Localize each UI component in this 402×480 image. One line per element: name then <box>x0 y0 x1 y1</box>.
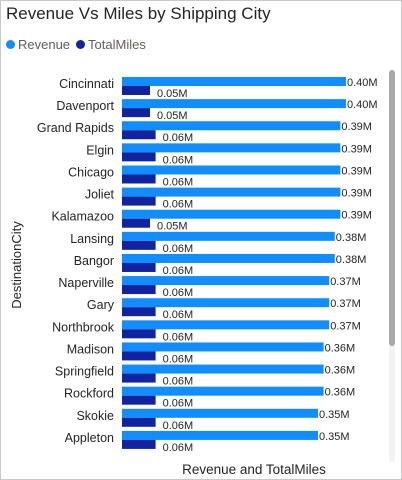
revenue-bar <box>122 276 330 286</box>
totalmiles-data-label: 0.06M <box>163 442 194 454</box>
totalmiles-bar <box>122 395 156 405</box>
category-label: Northbrook <box>52 320 115 334</box>
revenue-bar <box>122 187 341 197</box>
revenue-bar <box>122 99 346 109</box>
revenue-bar <box>122 320 330 330</box>
revenue-bar <box>122 364 324 374</box>
category-label: Joliet <box>85 188 115 202</box>
totalmiles-data-label: 0.06M <box>163 376 194 388</box>
totalmiles-bar <box>122 196 156 206</box>
category-label: Rockford <box>64 387 114 401</box>
totalmiles-bar <box>122 108 150 118</box>
revenue-bar <box>122 298 330 308</box>
revenue-data-label: 0.40M <box>347 99 378 111</box>
totalmiles-data-label: 0.06M <box>163 420 194 432</box>
totalmiles-bar <box>122 130 156 140</box>
revenue-data-label: 0.35M <box>319 431 350 443</box>
category-label: Skokie <box>76 409 114 423</box>
totalmiles-data-label: 0.05M <box>157 110 188 122</box>
legend-item-totalmiles[interactable]: TotalMiles <box>76 37 146 52</box>
revenue-data-label: 0.39M <box>341 188 372 200</box>
totalmiles-bar <box>122 240 156 250</box>
totalmiles-bar <box>122 439 156 449</box>
revenue-bar <box>122 253 335 263</box>
legend-item-revenue[interactable]: Revenue <box>6 37 70 52</box>
revenue-data-label: 0.36M <box>325 342 356 354</box>
revenue-data-label: 0.40M <box>347 77 378 89</box>
revenue-data-label: 0.36M <box>325 387 356 399</box>
category-label: Lansing <box>70 232 114 246</box>
category-label: Springfield <box>55 365 114 379</box>
revenue-bar <box>122 143 341 153</box>
revenue-data-label: 0.38M <box>336 254 367 266</box>
totalmiles-data-label: 0.06M <box>163 398 194 410</box>
totalmiles-bar <box>122 351 156 361</box>
totalmiles-data-label: 0.05M <box>157 88 188 100</box>
revenue-data-label: 0.39M <box>341 165 372 177</box>
revenue-bar <box>122 430 318 440</box>
revenue-data-label: 0.37M <box>330 320 361 332</box>
x-axis-title: Revenue and TotalMiles <box>182 462 326 477</box>
totalmiles-bar <box>122 373 156 383</box>
category-label: Bangor <box>74 254 114 268</box>
totalmiles-data-label: 0.06M <box>163 331 194 343</box>
revenue-bar <box>122 77 346 86</box>
revenue-bar <box>122 209 341 219</box>
totalmiles-bar <box>122 174 156 184</box>
revenue-bar <box>122 386 324 396</box>
legend-revenue-dot-icon <box>6 40 15 49</box>
revenue-bar <box>122 231 335 241</box>
revenue-data-label: 0.35M <box>319 409 350 421</box>
totalmiles-data-label: 0.06M <box>163 353 194 365</box>
revenue-data-label: 0.37M <box>330 298 361 310</box>
revenue-data-label: 0.39M <box>341 121 372 133</box>
revenue-data-label: 0.37M <box>330 276 361 288</box>
category-label: Gary <box>87 298 115 312</box>
legend-totalmiles-dot-icon <box>76 40 86 49</box>
totalmiles-bar <box>122 329 156 339</box>
totalmiles-data-label: 0.06M <box>163 243 194 255</box>
totalmiles-data-label: 0.06M <box>163 309 194 321</box>
category-label: Grand Rapids <box>37 121 114 135</box>
revenue-data-label: 0.39M <box>341 210 372 222</box>
totalmiles-data-label: 0.06M <box>163 287 194 299</box>
revenue-data-label: 0.39M <box>341 143 372 155</box>
category-label: Chicago <box>68 165 114 179</box>
totalmiles-data-label: 0.06M <box>163 199 194 211</box>
chart-scrollbar-thumb[interactable] <box>389 70 395 346</box>
revenue-bar <box>122 165 341 175</box>
totalmiles-data-label: 0.06M <box>163 265 194 277</box>
totalmiles-data-label: 0.06M <box>163 154 194 166</box>
chart-title: Revenue Vs Miles by Shipping City <box>6 4 271 23</box>
category-label: Elgin <box>86 143 114 157</box>
revenue-bar <box>122 342 324 352</box>
totalmiles-bar <box>122 152 156 162</box>
category-label: Kalamazoo <box>51 210 114 224</box>
revenue-data-label: 0.36M <box>325 365 356 377</box>
category-label: Appleton <box>65 431 114 445</box>
totalmiles-bar <box>122 218 150 228</box>
totalmiles-bar <box>122 285 156 295</box>
legend-revenue-label: Revenue <box>18 37 71 52</box>
y-axis-title: DestinationCity <box>9 221 24 309</box>
revenue-bar <box>122 121 341 131</box>
revenue-bar <box>122 408 318 418</box>
chart-legend: Revenue TotalMiles <box>6 37 152 52</box>
totalmiles-bar <box>122 262 156 272</box>
category-label: Cincinnati <box>59 77 114 91</box>
totalmiles-data-label: 0.06M <box>163 176 194 188</box>
category-label: Naperville <box>58 276 114 290</box>
totalmiles-data-label: 0.05M <box>157 221 188 233</box>
totalmiles-data-label: 0.06M <box>163 132 194 144</box>
legend-totalmiles-label: TotalMiles <box>88 37 146 52</box>
totalmiles-bar <box>122 86 150 95</box>
category-label: Madison <box>67 342 114 356</box>
category-label: Davenport <box>56 99 114 113</box>
totalmiles-bar <box>122 307 156 317</box>
totalmiles-bar <box>122 417 156 427</box>
revenue-data-label: 0.38M <box>336 232 367 244</box>
